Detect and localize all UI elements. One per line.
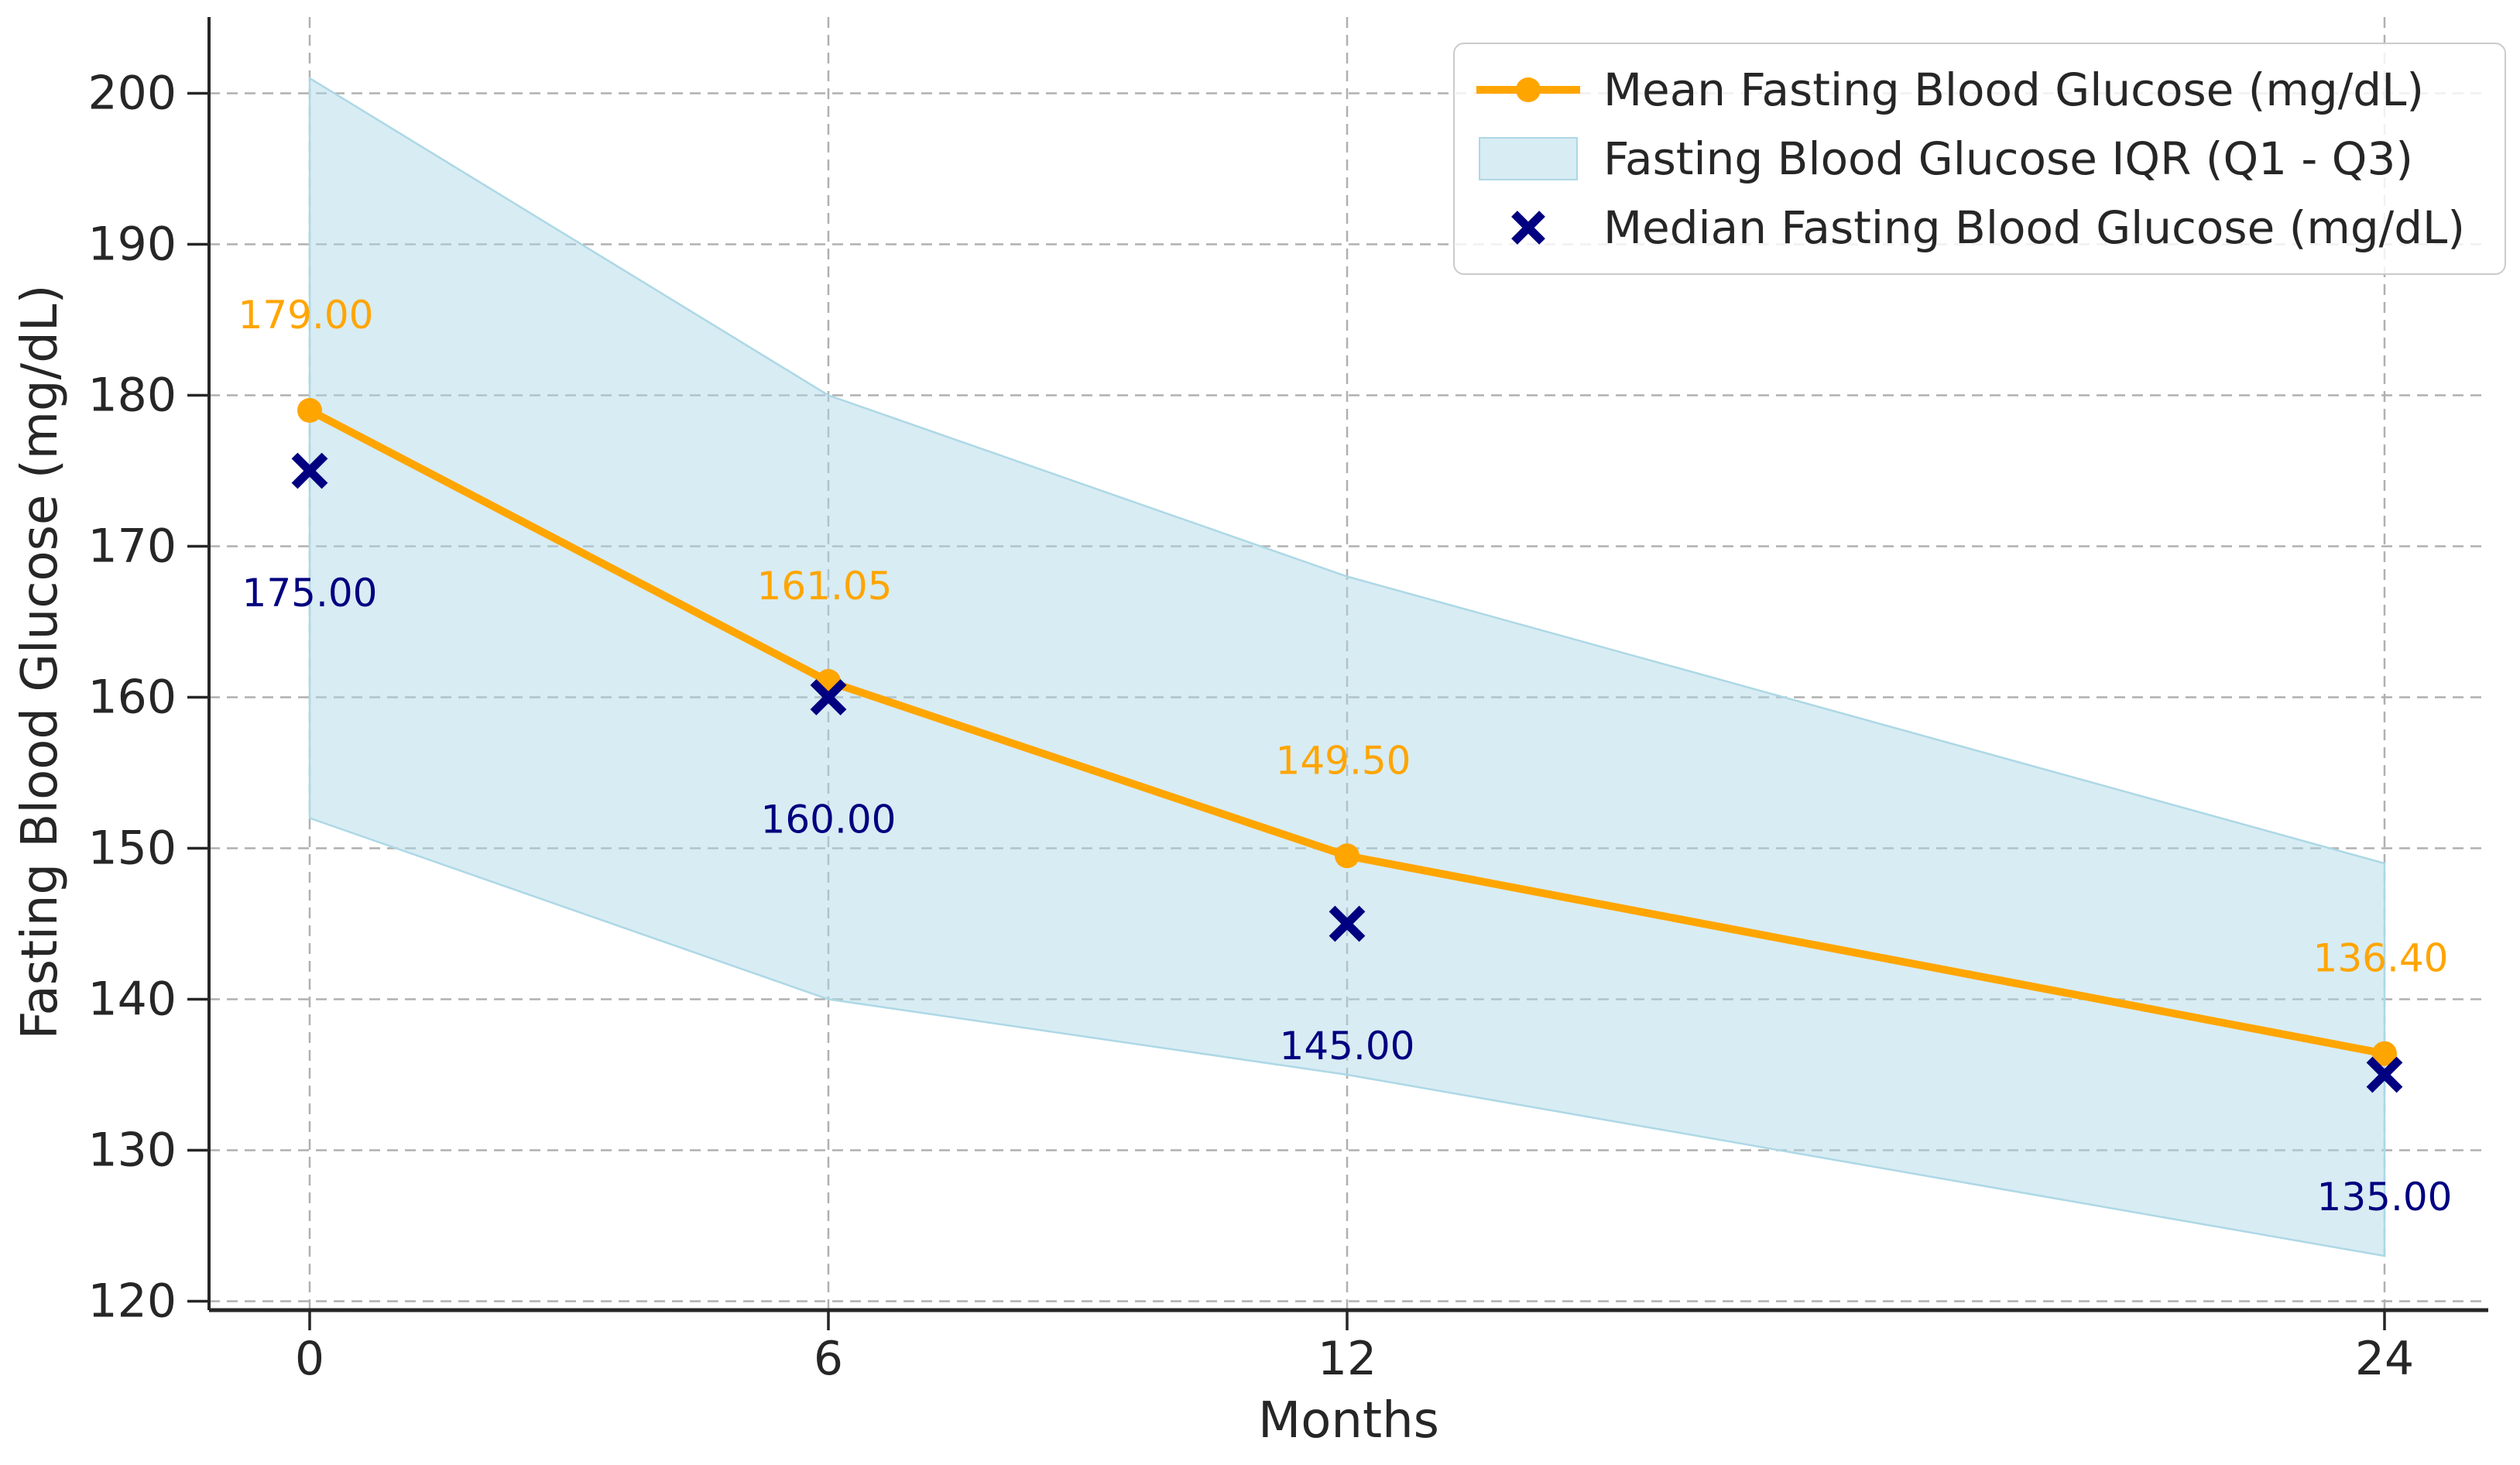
y-tick-label: 130 [87,1124,177,1178]
x-tick-label: 0 [295,1332,324,1386]
x-axis-label: Months [1258,1392,1439,1450]
median-x-marker [2366,1056,2403,1093]
median-x-marker-icon [1470,201,1586,255]
legend: Mean Fasting Blood Glucose (mg/dL) Fasti… [1453,43,2506,275]
legend-item-iqr: Fasting Blood Glucose IQR (Q1 - Q3) [1455,132,2505,186]
y-tick-label: 200 [87,67,177,121]
median-point-label: 175.00 [242,571,378,616]
mean-point-label: 161.05 [757,564,893,609]
iqr-band-patch-icon [1470,132,1586,186]
mean-point-marker [1335,843,1360,869]
median-x-marker [810,679,847,715]
y-axis-label: Fasting Blood Glucose (mg/dL) [12,284,69,1040]
median-x-marker [1329,905,1366,942]
y-tick-label: 180 [87,369,177,423]
median-x-marker [291,452,328,489]
mean-point-marker [2372,1041,2398,1066]
mean-line-marker-icon [1470,63,1586,117]
y-tick-label: 120 [87,1275,177,1329]
mean-line [306,407,2389,1058]
iqr-band [308,76,2386,1257]
median-point-label: 145.00 [1280,1024,1415,1069]
y-tick-label: 140 [87,973,177,1027]
legend-item-mean: Mean Fasting Blood Glucose (mg/dL) [1455,63,2505,117]
mean-point-marker [297,398,322,423]
mean-point-label: 179.00 [238,293,374,338]
legend-label-mean: Mean Fasting Blood Glucose (mg/dL) [1603,63,2425,116]
legend-item-median: Median Fasting Blood Glucose (mg/dL) [1455,201,2505,255]
x-tick-label: 6 [814,1332,843,1386]
legend-label-median: Median Fasting Blood Glucose (mg/dL) [1603,201,2465,255]
y-tick-label: 160 [87,671,177,725]
median-point-label: 135.00 [2317,1175,2453,1220]
y-tick-label: 150 [87,822,177,876]
x-tick-label: 12 [1318,1332,1377,1386]
x-tick-label: 24 [2355,1332,2414,1386]
mean-point-label: 136.40 [2313,936,2449,981]
y-tick-label: 190 [87,218,177,272]
legend-label-iqr: Fasting Blood Glucose IQR (Q1 - Q3) [1603,132,2413,185]
median-point-label: 160.00 [761,798,897,842]
y-tick-label: 170 [87,520,177,574]
mean-point-label: 149.50 [1276,738,1411,783]
